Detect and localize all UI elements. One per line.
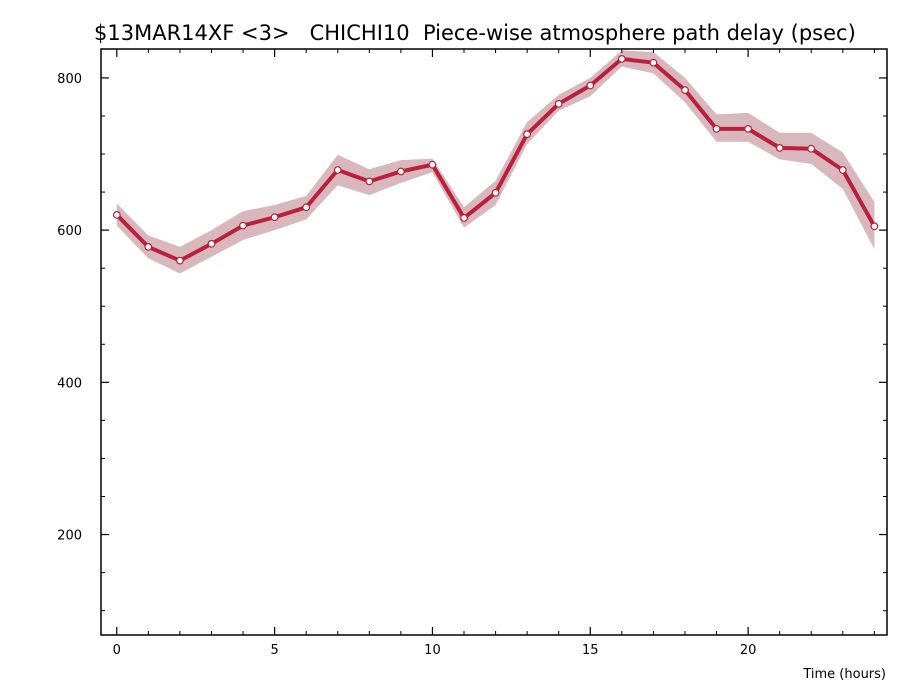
data-point bbox=[175, 256, 184, 265]
x-tick-label: 20 bbox=[740, 643, 757, 658]
data-point-layer bbox=[112, 55, 879, 265]
x-tick-label: 10 bbox=[424, 643, 441, 658]
data-point bbox=[428, 160, 437, 169]
data-point bbox=[617, 55, 626, 63]
x-tick-label: 0 bbox=[113, 643, 121, 658]
uncertainty-band-layer bbox=[116, 50, 875, 274]
data-point bbox=[270, 213, 279, 222]
chart-title: $13MAR14XF <3> CHICHI10 Piece-wise atmos… bbox=[94, 21, 856, 45]
y-tick-label: 200 bbox=[57, 529, 82, 544]
y-tick-label: 400 bbox=[57, 376, 82, 391]
y-tick-label: 800 bbox=[57, 72, 82, 87]
data-point bbox=[112, 210, 121, 219]
data-point bbox=[239, 221, 247, 230]
data-point bbox=[333, 166, 342, 174]
uncertainty-band bbox=[116, 50, 875, 274]
data-point bbox=[807, 144, 816, 153]
data-point bbox=[870, 222, 879, 231]
axis-layer: 0 5 10 15 20 200 400 600 800 bbox=[57, 49, 887, 658]
data-point bbox=[744, 124, 752, 133]
x-tick-label: 5 bbox=[270, 643, 278, 658]
data-point bbox=[681, 86, 689, 94]
data-point bbox=[365, 177, 374, 186]
data-point bbox=[460, 214, 468, 222]
x-axis-label: Time (hours) bbox=[802, 667, 886, 682]
data-point bbox=[775, 143, 784, 152]
data-point bbox=[523, 130, 531, 139]
data-point bbox=[649, 58, 658, 67]
data-point bbox=[491, 188, 500, 197]
data-point bbox=[554, 99, 563, 108]
plot-frame bbox=[100, 48, 888, 636]
data-point bbox=[302, 203, 311, 212]
y-tick-label: 600 bbox=[57, 224, 82, 239]
data-point bbox=[712, 124, 721, 133]
data-point bbox=[838, 166, 847, 174]
data-point bbox=[207, 239, 216, 248]
x-tick-label: 15 bbox=[582, 643, 599, 658]
data-point bbox=[586, 81, 595, 90]
data-point bbox=[397, 167, 405, 176]
data-point bbox=[144, 242, 153, 251]
